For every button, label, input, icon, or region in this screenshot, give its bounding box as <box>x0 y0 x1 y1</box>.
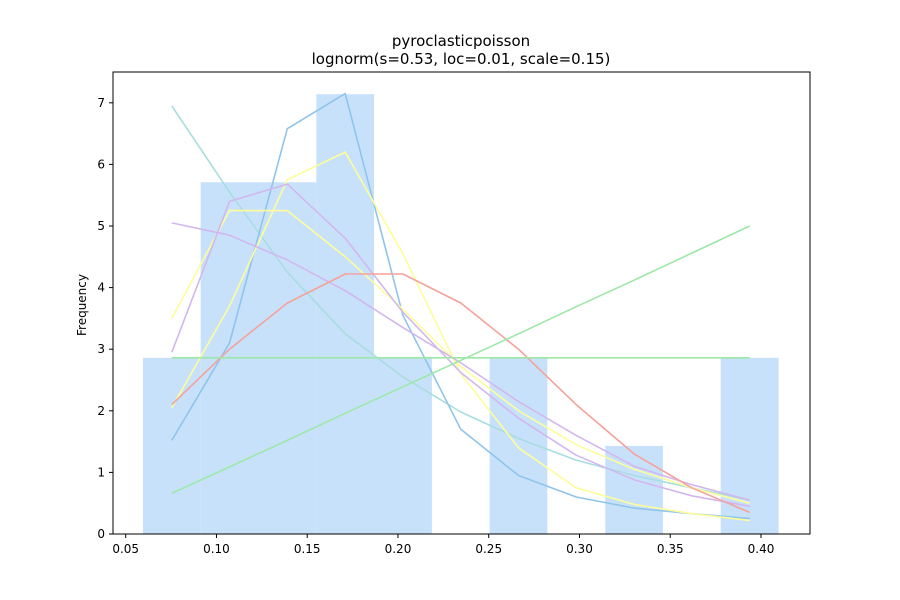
histogram-bar-2 <box>316 94 375 535</box>
y-tick-label: 7 <box>97 96 105 110</box>
histogram-bar-5 <box>605 445 663 534</box>
y-tick-label: 2 <box>97 404 105 418</box>
y-tick-label: 0 <box>97 527 105 541</box>
y-tick-label: 6 <box>97 157 105 171</box>
histogram-bar-3 <box>374 357 432 534</box>
y-tick-label: 4 <box>97 281 105 295</box>
x-tick-label: 0.10 <box>203 542 230 556</box>
series-line-6 <box>171 273 751 514</box>
x-tick-label: 0.15 <box>294 542 321 556</box>
chart-title: pyroclasticpoisson <box>392 32 530 50</box>
histogram-bar-6 <box>720 357 779 534</box>
y-tick-label: 3 <box>97 342 105 356</box>
series-line-2 <box>171 151 750 522</box>
series-line-1 <box>171 92 750 520</box>
chart-subtitle: lognorm(s=0.53, loc=0.01, scale=0.15) <box>312 50 611 68</box>
x-axis: 0.05 0.10 0.15 0.20 0.25 0.30 0.35 0.40 <box>112 534 774 556</box>
x-tick-label: 0.35 <box>657 542 684 556</box>
series-line-7 <box>171 225 751 495</box>
series-line-0 <box>171 105 750 501</box>
x-tick-label: 0.25 <box>475 542 502 556</box>
x-tick-label: 0.40 <box>748 542 775 556</box>
histogram-bars <box>142 94 779 535</box>
y-axis: 0 1 2 3 4 5 6 7 <box>97 96 113 541</box>
plot-frame <box>112 71 811 535</box>
series-line-3 <box>171 209 750 504</box>
series-line-4 <box>171 183 750 508</box>
y-axis-label: Frequency <box>75 274 89 336</box>
y-tick-label: 1 <box>97 465 105 479</box>
series-line-5 <box>171 222 750 501</box>
y-tick-label: 5 <box>97 219 105 233</box>
series-lines <box>171 92 751 522</box>
x-tick-label: 0.20 <box>385 542 412 556</box>
x-tick-label: 0.30 <box>566 542 593 556</box>
x-tick-label: 0.05 <box>112 542 139 556</box>
